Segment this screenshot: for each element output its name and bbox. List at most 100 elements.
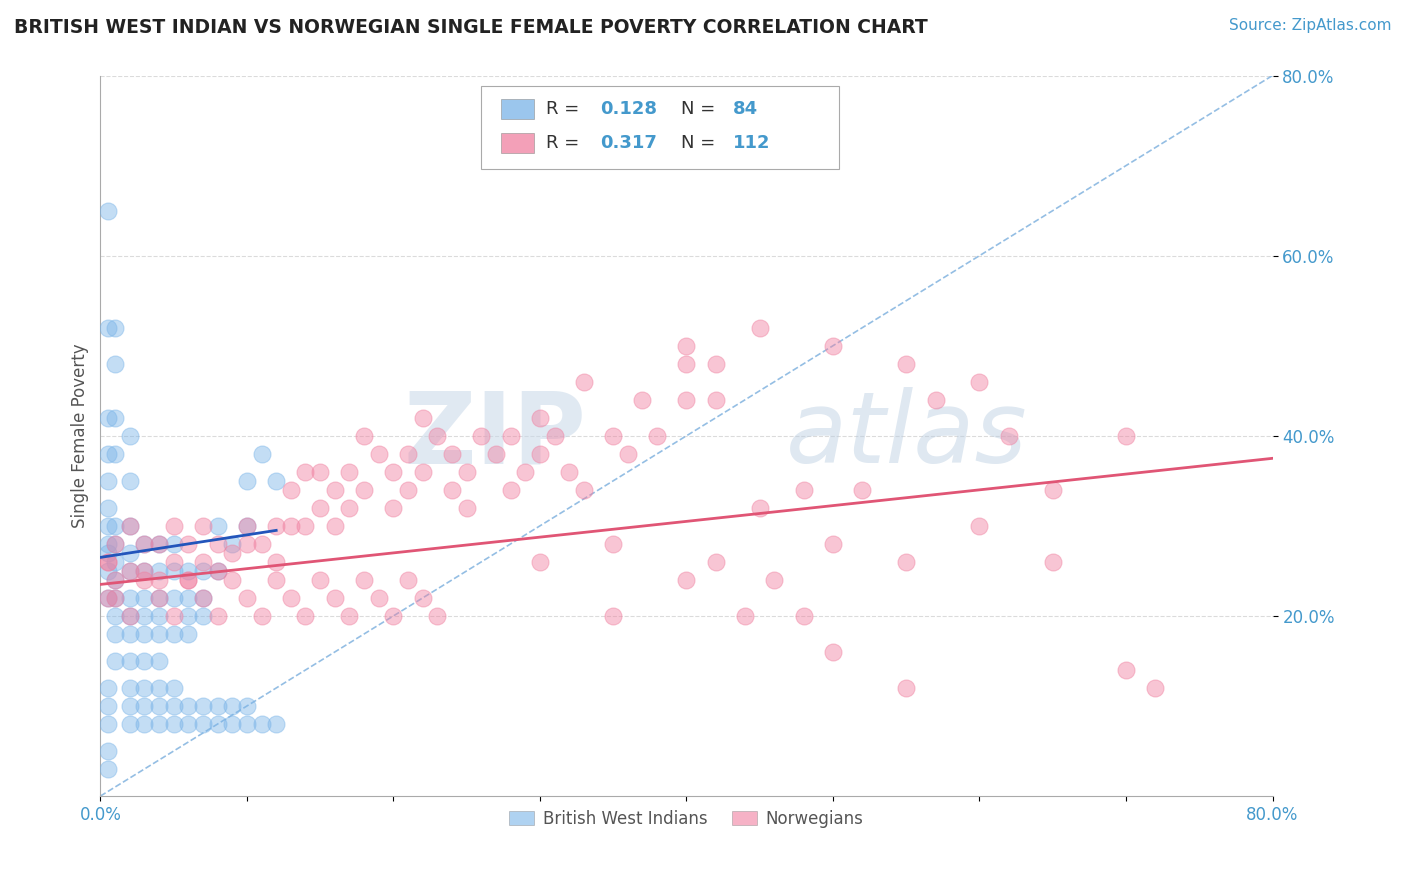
- Norwegians: [382, 500, 405, 515]
- Norwegians: [207, 564, 229, 578]
- British West Indians: [97, 717, 120, 731]
- Norwegians: [97, 591, 120, 605]
- Norwegians: [280, 483, 302, 497]
- British West Indians: [191, 591, 214, 605]
- British West Indians: [97, 762, 120, 776]
- Norwegians: [793, 483, 815, 497]
- Norwegians: [704, 392, 727, 407]
- Text: 112: 112: [734, 135, 770, 153]
- British West Indians: [177, 698, 200, 713]
- British West Indians: [207, 519, 229, 533]
- British West Indians: [134, 698, 156, 713]
- Norwegians: [1042, 555, 1064, 569]
- Norwegians: [207, 609, 229, 624]
- Norwegians: [148, 591, 170, 605]
- Norwegians: [748, 320, 770, 334]
- Norwegians: [470, 429, 492, 443]
- Text: ZIP: ZIP: [404, 387, 586, 484]
- British West Indians: [104, 357, 127, 371]
- British West Indians: [104, 627, 127, 641]
- Text: 84: 84: [734, 100, 758, 118]
- British West Indians: [134, 627, 156, 641]
- British West Indians: [104, 555, 127, 569]
- Norwegians: [821, 537, 844, 551]
- Norwegians: [294, 465, 316, 479]
- Norwegians: [323, 483, 346, 497]
- British West Indians: [118, 591, 141, 605]
- British West Indians: [104, 447, 127, 461]
- British West Indians: [118, 546, 141, 560]
- British West Indians: [104, 591, 127, 605]
- Norwegians: [250, 609, 273, 624]
- British West Indians: [236, 519, 259, 533]
- British West Indians: [97, 500, 120, 515]
- British West Indians: [118, 717, 141, 731]
- British West Indians: [97, 744, 120, 758]
- Norwegians: [191, 591, 214, 605]
- Norwegians: [896, 555, 918, 569]
- British West Indians: [97, 410, 120, 425]
- British West Indians: [177, 627, 200, 641]
- Norwegians: [177, 537, 200, 551]
- British West Indians: [148, 609, 170, 624]
- Norwegians: [162, 519, 184, 533]
- British West Indians: [148, 591, 170, 605]
- Norwegians: [97, 555, 120, 569]
- Norwegians: [440, 447, 463, 461]
- Norwegians: [339, 609, 361, 624]
- Bar: [501, 99, 534, 119]
- Norwegians: [396, 483, 419, 497]
- British West Indians: [118, 681, 141, 695]
- Norwegians: [748, 500, 770, 515]
- Norwegians: [675, 339, 697, 353]
- British West Indians: [97, 546, 120, 560]
- Norwegians: [353, 483, 375, 497]
- British West Indians: [97, 320, 120, 334]
- British West Indians: [118, 564, 141, 578]
- British West Indians: [118, 609, 141, 624]
- Y-axis label: Single Female Poverty: Single Female Poverty: [72, 343, 89, 528]
- British West Indians: [104, 654, 127, 668]
- Text: 0.317: 0.317: [600, 135, 657, 153]
- British West Indians: [97, 681, 120, 695]
- British West Indians: [162, 717, 184, 731]
- British West Indians: [207, 717, 229, 731]
- British West Indians: [97, 203, 120, 218]
- British West Indians: [148, 564, 170, 578]
- British West Indians: [221, 717, 243, 731]
- Norwegians: [264, 519, 287, 533]
- Norwegians: [485, 447, 508, 461]
- Norwegians: [969, 519, 991, 533]
- Norwegians: [602, 537, 624, 551]
- Norwegians: [793, 609, 815, 624]
- British West Indians: [134, 609, 156, 624]
- Norwegians: [704, 555, 727, 569]
- Norwegians: [412, 410, 434, 425]
- Norwegians: [631, 392, 654, 407]
- Norwegians: [264, 555, 287, 569]
- Norwegians: [221, 546, 243, 560]
- Norwegians: [924, 392, 946, 407]
- British West Indians: [236, 698, 259, 713]
- Norwegians: [191, 555, 214, 569]
- Norwegians: [602, 609, 624, 624]
- Norwegians: [675, 573, 697, 587]
- British West Indians: [148, 627, 170, 641]
- British West Indians: [207, 698, 229, 713]
- Norwegians: [148, 573, 170, 587]
- Norwegians: [675, 392, 697, 407]
- British West Indians: [118, 474, 141, 488]
- Bar: [501, 133, 534, 153]
- British West Indians: [97, 519, 120, 533]
- Norwegians: [896, 357, 918, 371]
- Norwegians: [309, 500, 332, 515]
- Norwegians: [1144, 681, 1167, 695]
- British West Indians: [148, 654, 170, 668]
- FancyBboxPatch shape: [481, 87, 839, 169]
- Norwegians: [148, 537, 170, 551]
- British West Indians: [134, 681, 156, 695]
- Norwegians: [558, 465, 581, 479]
- Norwegians: [280, 519, 302, 533]
- British West Indians: [191, 717, 214, 731]
- Norwegians: [1115, 429, 1137, 443]
